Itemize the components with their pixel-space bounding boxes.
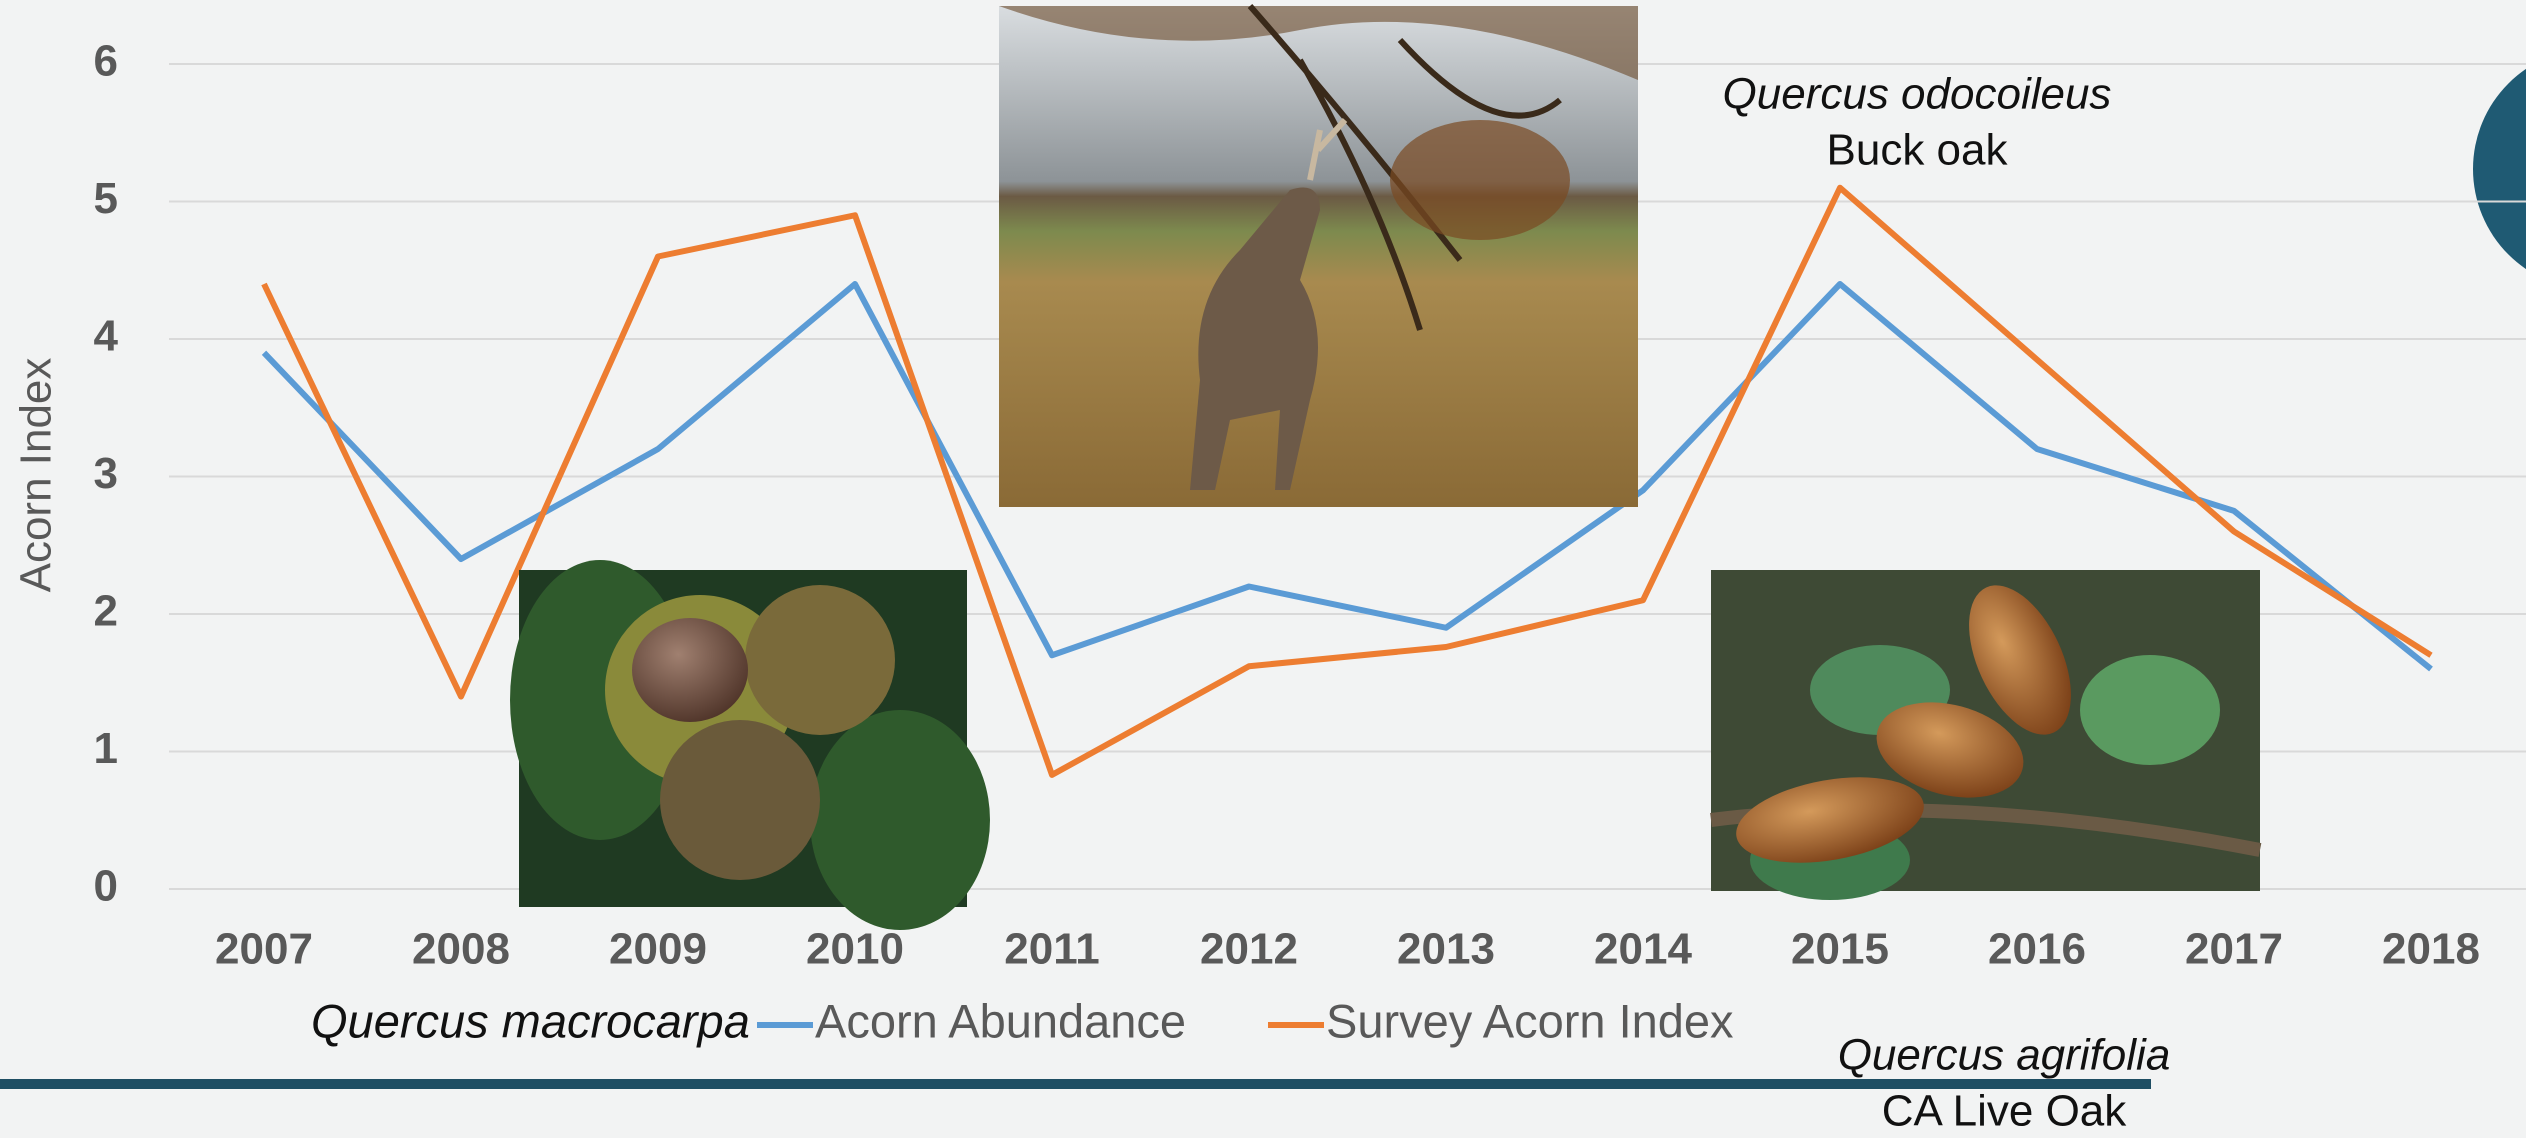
annotation: Buck oak bbox=[1827, 126, 2009, 175]
x-tick-label: 2012 bbox=[1200, 925, 1298, 974]
x-tick-label: 2014 bbox=[1594, 925, 1692, 974]
acorn-photo-left bbox=[510, 560, 990, 930]
x-tick-label: 2017 bbox=[2185, 925, 2283, 974]
x-tick-label: 2009 bbox=[609, 925, 707, 974]
y-tick-label: 5 bbox=[94, 174, 118, 223]
decor-circle bbox=[2473, 68, 2526, 270]
legend-label: Survey Acorn Index bbox=[1326, 994, 1734, 1047]
legend-label: Quercus macrocarpa bbox=[311, 994, 750, 1047]
y-tick-label: 4 bbox=[94, 312, 119, 361]
y-tick-label: 0 bbox=[94, 862, 118, 911]
y-tick-label: 6 bbox=[94, 37, 118, 86]
annotation: Quercus odocoileus bbox=[1723, 70, 2112, 119]
y-tick-label: 1 bbox=[94, 724, 118, 773]
x-tick-label: 2011 bbox=[1004, 925, 1099, 974]
divider bbox=[0, 1079, 2151, 1089]
annotation: Quercus agrifolia bbox=[1838, 1031, 2171, 1080]
x-tick-label: 2013 bbox=[1397, 925, 1495, 974]
x-tick-label: 2007 bbox=[215, 925, 313, 974]
legend-label: Acorn Abundance bbox=[815, 994, 1186, 1047]
deer-photo bbox=[999, 4, 1638, 507]
x-tick-label: 2010 bbox=[806, 925, 904, 974]
y-tick-label: 2 bbox=[94, 587, 118, 636]
data-line bbox=[261, 184, 2433, 778]
y-tick-label: 3 bbox=[94, 449, 118, 498]
x-tick-label: 2018 bbox=[2382, 925, 2480, 974]
data-line bbox=[261, 281, 2433, 672]
y-axis-label: Acorn Index bbox=[12, 358, 61, 593]
legend: Quercus macrocarpa Acorn Abundance Survey… bbox=[311, 994, 1734, 1047]
x-tick-label: 2016 bbox=[1988, 925, 2086, 974]
x-tick-label: 2008 bbox=[412, 925, 510, 974]
acorn-photo-right bbox=[1710, 570, 2262, 900]
annotation: CA Live Oak bbox=[1882, 1087, 2128, 1136]
x-tick-label: 2015 bbox=[1791, 925, 1889, 974]
photos bbox=[510, 4, 2262, 930]
